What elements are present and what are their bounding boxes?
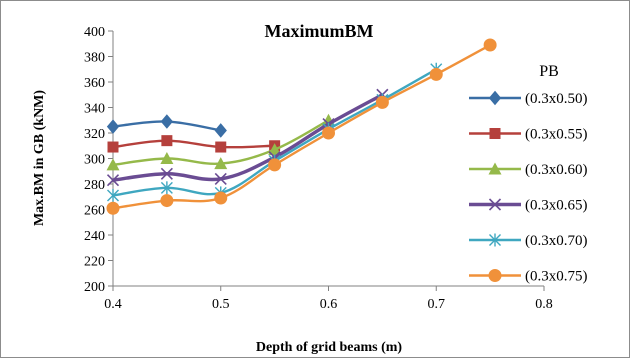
data-point-2 [161,135,173,147]
data-point-4 [160,167,173,180]
data-point-6 [268,158,282,172]
legend-entry-3: (0.3x0.60) [469,162,588,178]
data-point-4 [214,172,227,185]
y-tick-label: 320 [84,127,105,142]
y-tick-label: 360 [84,76,105,91]
data-point-6 [375,95,389,109]
y-tick-label: 260 [84,204,105,219]
legend-title: PB [539,63,559,80]
data-point-4-stroke [214,172,227,185]
y-tick-label: 280 [84,178,105,193]
data-point-3 [268,143,282,156]
legend-entry-4: (0.3x0.65) [469,198,588,214]
legend-entry-1: (0.3x0.50) [469,90,588,107]
legend-marker-stroke [488,198,502,211]
legend-marker [488,162,502,175]
x-tick-label: 0.4 [104,297,122,312]
legend-label: (0.3x0.60) [525,162,588,178]
data-point-5 [107,188,119,202]
data-point-6 [160,194,174,208]
y-tick-label: 220 [84,255,105,270]
x-tick-label: 0.5 [212,297,230,312]
legend-label: (0.3x0.75) [525,269,588,285]
data-point-3 [106,158,120,171]
series-5 [107,62,443,202]
series-2 [107,135,281,153]
x-tick-label: 0.8 [535,297,553,312]
chart-title: MaximumBM [265,21,374,41]
legend-marker [488,90,502,106]
x-axis-title: Depth of grid beams (m) [256,340,403,355]
legend-label: (0.3x0.50) [525,91,588,107]
legend-entry-5: (0.3x0.70) [469,233,588,249]
y-tick-label: 340 [84,102,105,117]
series-6 [106,38,497,215]
data-point-4 [106,174,120,187]
y-tick-label: 200 [84,280,105,295]
data-point-6 [106,201,120,215]
legend-entry-2: (0.3x0.55) [469,127,588,143]
data-point-6 [322,126,335,140]
legend-marker [488,269,502,282]
data-point-4-stroke [160,167,173,180]
data-point-1 [106,119,120,134]
y-tick-label: 400 [84,25,105,40]
data-point-3 [160,152,174,164]
y-tick-label: 300 [84,153,105,168]
data-point-6 [483,38,497,52]
data-point-2 [107,141,119,153]
series-1 [106,114,227,138]
data-point-1 [214,123,227,138]
legend-label: (0.3x0.70) [525,233,588,249]
data-point-6 [429,67,443,81]
data-point-5 [160,181,173,195]
legend-label: (0.3x0.55) [525,127,588,143]
data-point-2 [215,141,227,153]
data-point-3 [214,157,228,170]
legend-entry-6: (0.3x0.75) [469,269,588,285]
data-point-4-stroke [106,174,120,187]
data-point-6 [214,191,228,205]
series-line-5 [112,68,437,197]
y-tick-label: 240 [84,229,105,244]
y-tick-label: 380 [84,51,105,66]
series-4 [106,88,389,187]
x-tick-label: 0.7 [428,297,446,312]
x-tick-label: 0.6 [320,297,338,312]
legend-marker [488,198,502,211]
series-line-4 [112,93,384,182]
series-3 [106,113,335,171]
legend-label: (0.3x0.65) [525,198,588,214]
series-line-2 [112,139,275,149]
data-point-1 [160,114,174,129]
legend-marker [489,128,501,139]
y-axis-title: Max.BM in GB (kNM) [32,90,47,226]
legend-marker [489,233,501,247]
